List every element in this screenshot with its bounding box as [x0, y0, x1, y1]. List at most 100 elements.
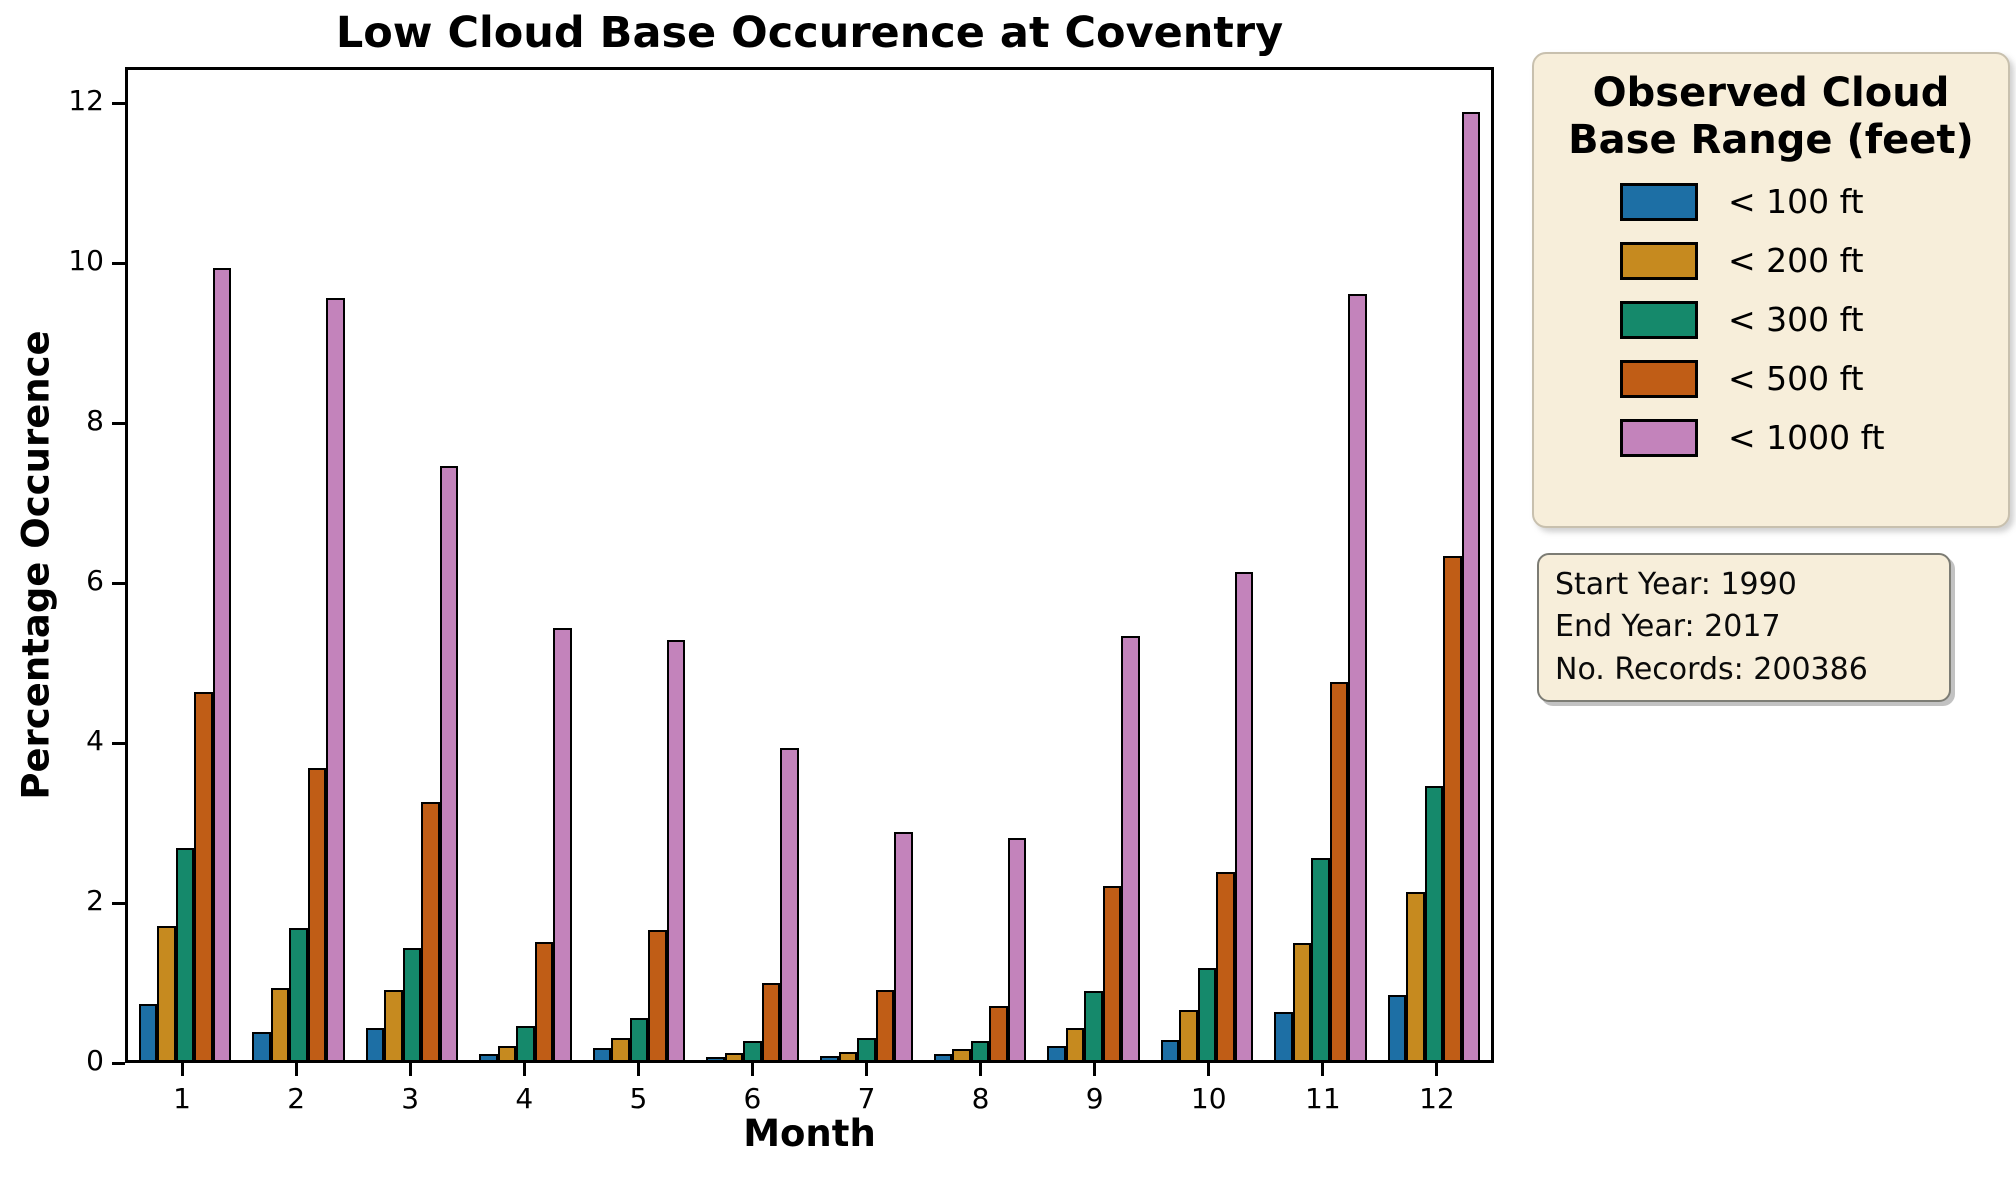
bar-1000ft-month-5: [666, 640, 686, 1060]
bar-1000ft-month-12: [1461, 112, 1481, 1060]
legend-box: Observed Cloud Base Range (feet) < 100 f…: [1532, 52, 2010, 528]
bar-200ft-month-11: [1292, 943, 1312, 1060]
x-tick-7: 7: [809, 1063, 923, 1115]
legend-entry-300ft: < 300 ft: [1620, 300, 1885, 339]
x-tick-mark: [1207, 1063, 1211, 1076]
bar-100ft-month-10: [1160, 1040, 1180, 1060]
bar-100ft-month-3: [365, 1028, 385, 1060]
bar-group-month-12: [1377, 70, 1491, 1060]
bar-300ft-month-5: [629, 1018, 649, 1060]
x-tick-label: 12: [1419, 1082, 1455, 1115]
bar-300ft-month-8: [970, 1040, 990, 1060]
bar-500ft-month-3: [421, 802, 440, 1060]
bar-500ft-month-4: [534, 942, 554, 1060]
y-tick-mark: [112, 101, 125, 105]
x-tick-label: 5: [629, 1082, 648, 1115]
bar-1000ft-month-6: [780, 748, 799, 1060]
legend-entry-500ft: < 500 ft: [1620, 359, 1885, 398]
x-tick-label: 11: [1305, 1082, 1341, 1115]
bar-100ft-month-12: [1387, 995, 1407, 1060]
bar-group-month-7: [809, 70, 923, 1060]
chart-title: Low Cloud Base Occurence at Coventry: [335, 8, 1284, 58]
y-tick-mark: [112, 741, 125, 745]
legend-swatch: [1620, 418, 1698, 457]
bar-100ft-month-9: [1047, 1045, 1066, 1060]
bar-500ft-month-11: [1329, 682, 1349, 1060]
x-tick-mark: [1321, 1063, 1325, 1076]
bar-1000ft-month-8: [1007, 837, 1027, 1060]
x-tick-11: 11: [1266, 1063, 1380, 1115]
x-tick-mark: [750, 1063, 754, 1076]
legend-swatch: [1620, 300, 1698, 339]
x-tick-5: 5: [581, 1063, 695, 1115]
bar-1000ft-month-7: [894, 832, 913, 1060]
x-tick-mark: [408, 1063, 412, 1076]
legend-title: Observed Cloud Base Range (feet): [1568, 70, 1974, 164]
bar-200ft-month-3: [384, 989, 403, 1060]
x-tick-label: 10: [1190, 1082, 1227, 1115]
x-tick-6: 6: [695, 1063, 809, 1115]
legend-label: < 1000 ft: [1728, 418, 1885, 458]
x-tick-label: 6: [743, 1082, 762, 1115]
info-line-2: End Year: 2017: [1555, 609, 1781, 645]
y-tick-mark: [112, 1061, 125, 1065]
bar-500ft-month-5: [648, 929, 667, 1060]
legend-entry-200ft: < 200 ft: [1620, 241, 1885, 280]
y-tick-mark: [112, 901, 125, 905]
bar-1000ft-month-11: [1348, 293, 1367, 1060]
legend-label: < 100 ft: [1728, 182, 1864, 222]
x-tick-9: 9: [1038, 1063, 1152, 1115]
bar-group-month-11: [1264, 70, 1378, 1060]
bar-200ft-month-8: [952, 1048, 971, 1060]
y-tick-label: 8: [86, 404, 104, 437]
bar-group-month-8: [923, 70, 1037, 1060]
legend-label: < 200 ft: [1728, 241, 1864, 281]
y-tick-label: 4: [86, 724, 104, 757]
bar-100ft-month-4: [479, 1054, 498, 1060]
bar-500ft-month-12: [1443, 556, 1462, 1060]
x-tick-mark: [522, 1063, 526, 1076]
legend-swatch: [1620, 241, 1698, 280]
bar-200ft-month-10: [1179, 1010, 1198, 1060]
bar-200ft-month-1: [157, 925, 176, 1060]
x-tick-3: 3: [353, 1063, 467, 1115]
bar-1000ft-month-10: [1234, 572, 1254, 1060]
bar-200ft-month-12: [1406, 892, 1425, 1060]
bar-1000ft-month-4: [553, 628, 572, 1060]
x-tick-label: 4: [515, 1082, 534, 1115]
bar-300ft-month-7: [857, 1037, 876, 1060]
bar-300ft-month-12: [1424, 785, 1444, 1060]
x-tick-label: 2: [287, 1082, 306, 1115]
x-tick-mark: [636, 1063, 640, 1076]
bar-group-month-2: [242, 70, 356, 1060]
bar-100ft-month-8: [933, 1053, 953, 1060]
bar-group-month-5: [582, 70, 696, 1060]
bar-1000ft-month-3: [439, 465, 459, 1060]
bar-300ft-month-6: [743, 1040, 762, 1060]
x-tick-mark: [294, 1063, 298, 1076]
legend-entries: < 100 ft < 200 ft < 300 ft < 500 ft < 1000 f…: [1534, 182, 1885, 457]
x-axis-ticks: 1 2 3 4 5 6 7 8 9 10 11 12: [125, 1063, 1494, 1115]
bars-container: [128, 70, 1491, 1060]
bar-200ft-month-7: [838, 1052, 857, 1060]
bar-group-month-3: [355, 70, 469, 1060]
y-tick-label: 2: [86, 884, 104, 917]
x-tick-label: 3: [401, 1082, 420, 1115]
bar-1000ft-month-9: [1121, 636, 1140, 1060]
bar-200ft-month-2: [270, 988, 290, 1060]
y-tick-mark: [112, 421, 125, 425]
bar-300ft-month-4: [516, 1026, 535, 1060]
bar-1000ft-month-1: [212, 268, 232, 1060]
x-tick-label: 7: [857, 1082, 876, 1115]
bar-500ft-month-9: [1102, 886, 1122, 1060]
bar-300ft-month-9: [1084, 991, 1103, 1060]
x-axis-label: Month: [743, 1112, 876, 1155]
bar-100ft-month-5: [592, 1048, 612, 1060]
legend-swatch: [1620, 182, 1698, 221]
bar-500ft-month-2: [307, 768, 327, 1060]
legend-label: < 500 ft: [1728, 359, 1864, 399]
bar-group-month-1: [128, 70, 242, 1060]
y-tick-mark: [112, 261, 125, 265]
info-line-1: Start Year: 1990: [1555, 566, 1797, 602]
